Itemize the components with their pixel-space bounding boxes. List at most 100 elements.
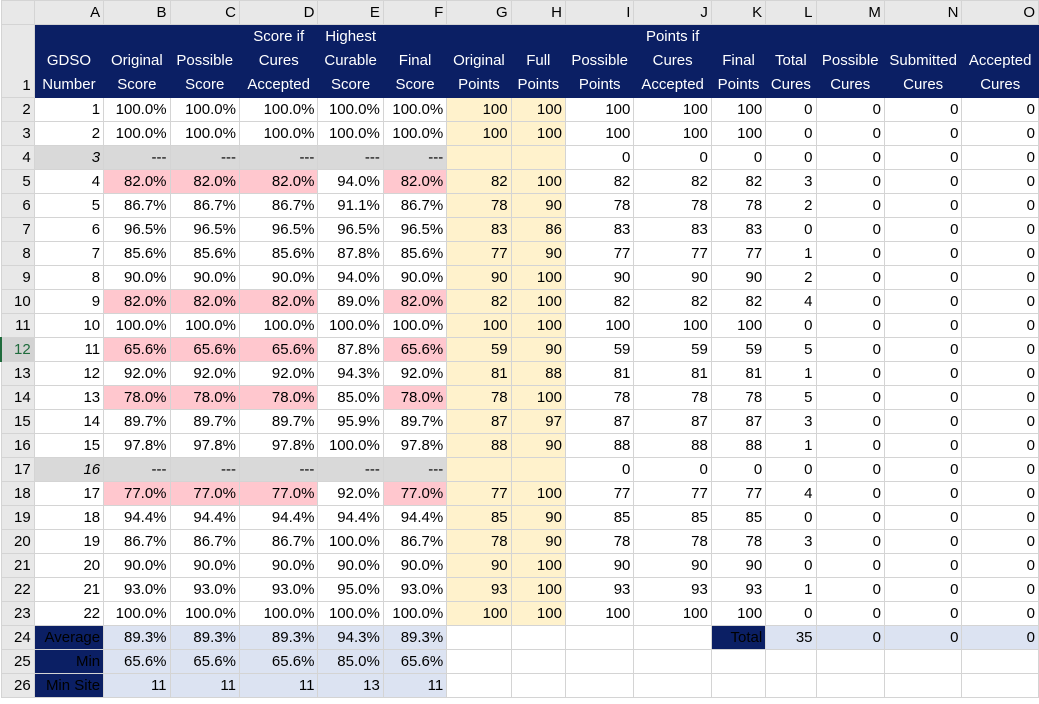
gdso-number-cell[interactable]: 13	[33, 385, 105, 410]
points-cell-pp[interactable]: 77	[564, 241, 635, 266]
row-header[interactable]: 1	[0, 24, 35, 98]
points-cell-fp[interactable]: 100	[510, 481, 566, 506]
empty-cell[interactable]	[815, 649, 885, 674]
summary-value-high[interactable]: 13	[317, 673, 384, 698]
points-cell-finp[interactable]: 78	[710, 193, 767, 218]
points-cell-pp[interactable]: 100	[564, 601, 635, 626]
header-cell[interactable]: Highest Curable Score	[317, 24, 384, 98]
score-cell-ifc[interactable]: ---	[238, 457, 319, 482]
gdso-number-cell[interactable]: 6	[33, 217, 105, 242]
score-cell-poss[interactable]: 86.7%	[169, 529, 240, 554]
points-cell-fp[interactable]: 100	[510, 553, 566, 578]
points-cell-fp[interactable]: 100	[510, 169, 566, 194]
points-cell-pc[interactable]: 0	[815, 505, 885, 530]
points-cell-pic[interactable]: 78	[633, 193, 712, 218]
score-cell-ifc[interactable]: 65.6%	[238, 337, 319, 362]
points-cell-tc[interactable]: 3	[765, 409, 817, 434]
points-cell-pc[interactable]: 0	[815, 385, 885, 410]
points-cell-finp[interactable]: 82	[710, 169, 767, 194]
summary-label[interactable]: Min	[33, 649, 105, 674]
points-cell-sc[interactable]: 0	[883, 217, 963, 242]
points-cell-op[interactable]: 100	[446, 313, 512, 338]
points-cell-op[interactable]: 83	[446, 217, 512, 242]
empty-cell[interactable]	[633, 649, 712, 674]
score-cell-high[interactable]: 94.0%	[317, 265, 384, 290]
points-cell-op[interactable]: 77	[446, 481, 512, 506]
row-header[interactable]: 18	[0, 481, 35, 506]
points-cell-fp[interactable]: 90	[510, 193, 566, 218]
summary-value-final[interactable]: 89.3%	[382, 625, 448, 650]
points-cell-sc[interactable]: 0	[883, 433, 963, 458]
summary-label[interactable]: Average	[33, 625, 105, 650]
points-cell-sc[interactable]: 0	[883, 385, 963, 410]
points-cell-finp[interactable]: 100	[710, 313, 767, 338]
empty-cell[interactable]	[815, 673, 885, 698]
score-cell-final[interactable]: 93.0%	[382, 577, 448, 602]
points-cell-sc[interactable]: 0	[883, 313, 963, 338]
score-cell-ifc[interactable]: 82.0%	[238, 169, 319, 194]
summary-value-ifc[interactable]: 89.3%	[238, 625, 319, 650]
points-cell-pc[interactable]: 0	[815, 217, 885, 242]
points-cell-tc[interactable]: 1	[765, 433, 817, 458]
score-cell-poss[interactable]: 90.0%	[169, 265, 240, 290]
points-cell-pic[interactable]: 78	[633, 529, 712, 554]
score-cell-final[interactable]: ---	[382, 457, 448, 482]
gdso-number-cell[interactable]: 18	[33, 505, 105, 530]
points-cell-fp[interactable]: 100	[510, 385, 566, 410]
score-cell-high[interactable]: 100.0%	[317, 529, 384, 554]
points-cell-finp[interactable]: 100	[710, 121, 767, 146]
points-cell-op[interactable]: 90	[446, 265, 512, 290]
points-cell-ac[interactable]: 0	[961, 97, 1039, 122]
points-cell-tc[interactable]: 0	[765, 553, 817, 578]
gdso-number-cell[interactable]: 15	[33, 433, 105, 458]
points-cell-finp[interactable]: 0	[710, 457, 767, 482]
points-cell-pp[interactable]: 90	[564, 553, 635, 578]
points-cell-pc[interactable]: 0	[815, 577, 885, 602]
points-cell-fp[interactable]: 100	[510, 121, 566, 146]
points-cell-pc[interactable]: 0	[815, 361, 885, 386]
points-cell-tc[interactable]: 1	[765, 241, 817, 266]
points-cell-op[interactable]: 90	[446, 553, 512, 578]
empty-cell[interactable]	[633, 625, 712, 650]
score-cell-orig[interactable]: 89.7%	[103, 409, 171, 434]
points-cell-op[interactable]: 87	[446, 409, 512, 434]
header-cell[interactable]: Possible Score	[169, 24, 240, 98]
gdso-number-cell[interactable]: 14	[33, 409, 105, 434]
score-cell-orig[interactable]: ---	[103, 457, 171, 482]
points-cell-tc[interactable]: 0	[765, 457, 817, 482]
points-cell-fp[interactable]	[510, 145, 566, 170]
points-cell-pic[interactable]: 82	[633, 169, 712, 194]
score-cell-high[interactable]: 95.9%	[317, 409, 384, 434]
row-header[interactable]: 10	[0, 289, 35, 314]
points-cell-pic[interactable]: 93	[633, 577, 712, 602]
row-header[interactable]: 3	[0, 121, 35, 146]
points-cell-op[interactable]	[446, 145, 512, 170]
score-cell-high[interactable]: 100.0%	[317, 601, 384, 626]
score-cell-high[interactable]: 85.0%	[317, 385, 384, 410]
score-cell-orig[interactable]: 82.0%	[103, 289, 171, 314]
points-cell-tc[interactable]: 0	[765, 601, 817, 626]
points-cell-pp[interactable]: 100	[564, 121, 635, 146]
points-cell-pic[interactable]: 0	[633, 145, 712, 170]
points-cell-op[interactable]: 82	[446, 289, 512, 314]
column-header-d[interactable]: D	[238, 0, 319, 25]
points-cell-finp[interactable]: 90	[710, 265, 767, 290]
row-header[interactable]: 11	[0, 313, 35, 338]
points-cell-ac[interactable]: 0	[961, 457, 1039, 482]
points-cell-pc[interactable]: 0	[815, 337, 885, 362]
row-header[interactable]: 21	[0, 553, 35, 578]
row-header[interactable]: 19	[0, 505, 35, 530]
score-cell-orig[interactable]: 86.7%	[103, 529, 171, 554]
score-cell-final[interactable]: 96.5%	[382, 217, 448, 242]
score-cell-poss[interactable]: 89.7%	[169, 409, 240, 434]
points-cell-pc[interactable]: 0	[815, 433, 885, 458]
points-cell-finp[interactable]: 78	[710, 385, 767, 410]
points-cell-tc[interactable]: 3	[765, 169, 817, 194]
header-cell[interactable]: Full Points	[510, 24, 566, 98]
column-header-j[interactable]: J	[633, 0, 712, 25]
score-cell-poss[interactable]: 100.0%	[169, 313, 240, 338]
score-cell-final[interactable]: 100.0%	[382, 601, 448, 626]
column-header-b[interactable]: B	[103, 0, 171, 25]
score-cell-orig[interactable]: 86.7%	[103, 193, 171, 218]
row-header[interactable]: 15	[0, 409, 35, 434]
